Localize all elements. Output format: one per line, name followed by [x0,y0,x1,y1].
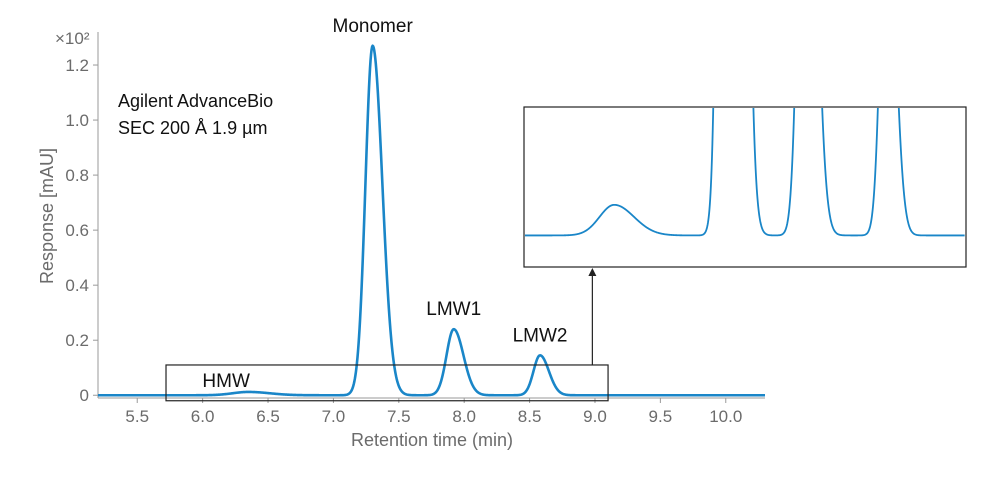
y-tick-label: 0.2 [65,331,89,350]
x-tick-label: 8.5 [518,407,542,426]
peak-label: LMW1 [426,299,481,320]
y-axis-title: Response [mAU] [37,148,57,284]
peak-label: HMW [202,371,250,392]
y-tick-label: 0.6 [65,221,89,240]
y-tick-label: 0.8 [65,166,89,185]
column-note-line-1: Agilent AdvanceBio [118,91,273,111]
inset-trace [525,108,965,237]
x-tick-label: 6.5 [256,407,280,426]
peak-label: LMW2 [513,325,568,346]
x-tick-label: 10.0 [709,407,742,426]
x-tick-label: 8.0 [452,407,476,426]
x-tick-label: 9.0 [583,407,607,426]
y-tick-label: 1.2 [65,56,89,75]
y-tick-label: 0.4 [65,276,89,295]
inset-frame [523,106,967,268]
y-tick-label: 1.0 [65,111,89,130]
plot-area: 0 0.2 0.4 0.6 0.8 1.0 1.2 5.5 6.0 6.5 7.0 7.5 8.0 8.… [37,16,766,450]
peak-label: Monomer [333,16,414,37]
zoom-region-box [165,364,609,402]
chromatogram-trace [97,44,766,397]
zoom-arrow-head [588,268,597,276]
peak-labels: HMW Monomer LMW1 LMW2 [202,16,567,392]
x-ticks: 5.5 6.0 6.5 7.0 7.5 8.0 8.5 9.0 9.5 10.0 [125,398,742,426]
x-tick-label: 9.5 [649,407,673,426]
y-ticks: 0 0.2 0.4 0.6 0.8 1.0 1.2 [65,56,98,405]
x-axis-title: Retention time (min) [351,430,513,450]
column-note-line-2: SEC 200 Å 1.9 µm [118,118,267,138]
y-multiplier-label: ×10² [55,29,90,48]
y-tick-label: 0 [80,386,89,405]
x-tick-label: 7.0 [322,407,346,426]
x-tick-label: 6.0 [191,407,215,426]
inset-panel [523,106,967,268]
x-tick-label: 5.5 [125,407,149,426]
x-tick-label: 7.5 [387,407,411,426]
